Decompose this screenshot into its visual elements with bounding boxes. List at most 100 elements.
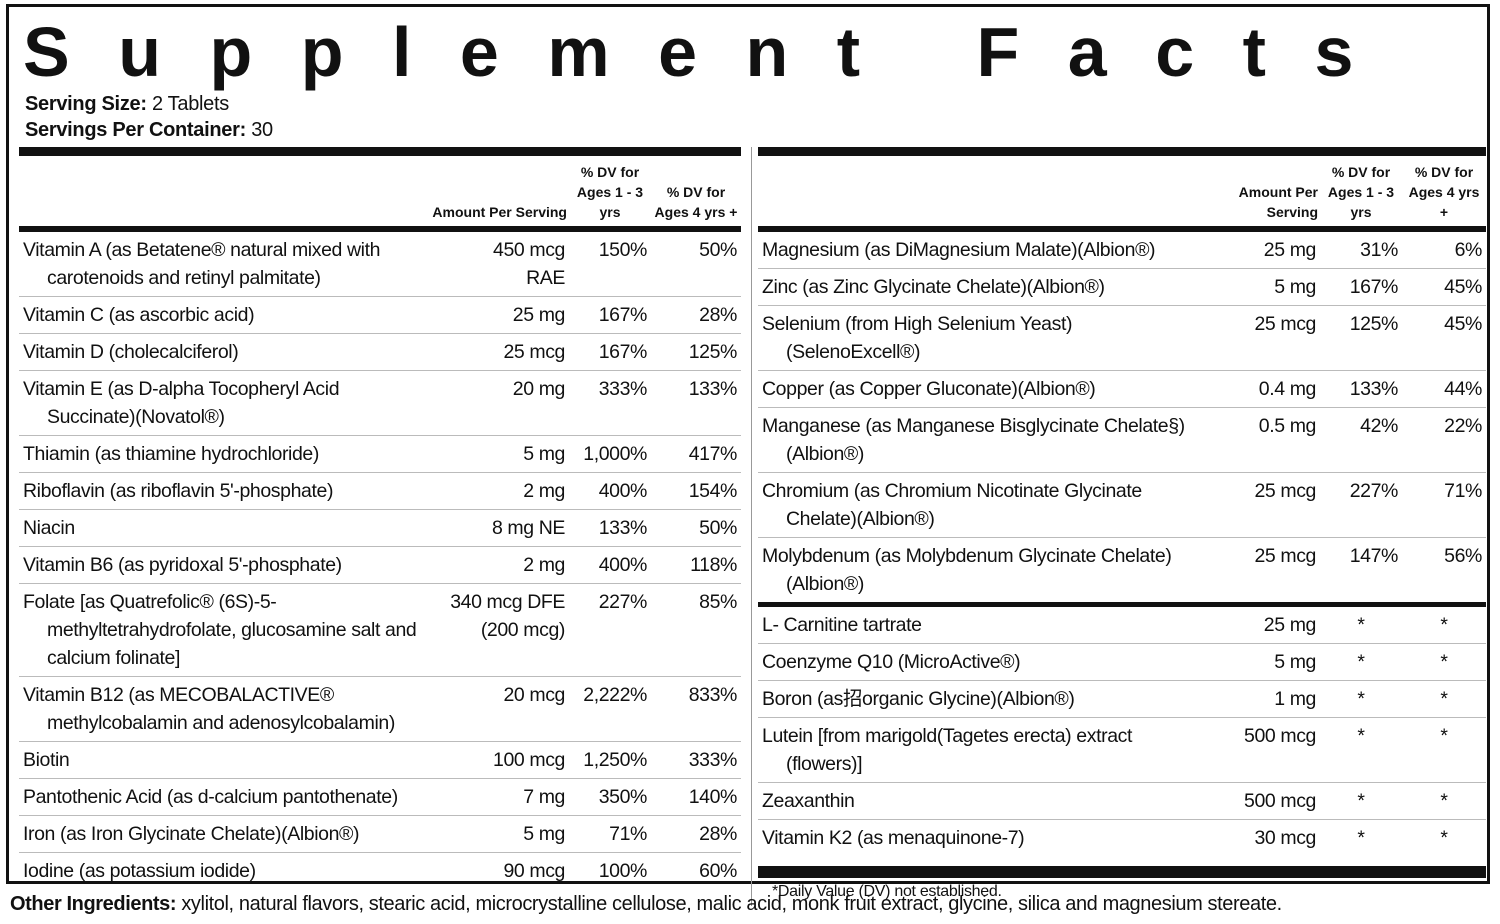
nutrient-row: Iron (as Iron Glycinate Chelate)(Albion®… <box>19 815 741 853</box>
dv-1-3: 31% <box>1320 229 1402 269</box>
amount: 25 mcg <box>1254 545 1316 567</box>
nutrient-row: Iodine (as potassium iodide) 90 mcg 100% 60… <box>19 853 741 890</box>
dv-1-3: 133% <box>569 509 651 547</box>
dv-4-plus: 6% <box>1402 229 1486 269</box>
nutrient-name: Vitamin A (as Betatene® natural mixed wi… <box>19 229 429 297</box>
right-column: Amount Per Serving% DV for Ages 1 - 3 yr… <box>751 147 1486 906</box>
nutrient-name: Lutein [from marigold(Tagetes erecta) ex… <box>758 717 1198 783</box>
amount: 1 mg <box>1198 680 1320 718</box>
nutrient-row: L- Carnitine tartrate 25 mg * * <box>758 604 1486 644</box>
dv-1-3: 167% <box>1320 268 1402 306</box>
dv-1-3: 227% <box>569 583 651 677</box>
nutrient-row: Zeaxanthin 500 mcg * * <box>758 782 1486 820</box>
dv-1-3: * <box>1320 717 1402 783</box>
nutrient-name: Boron (as招organic Glycine)(Albion®) <box>758 680 1198 718</box>
nutrient-row: Vitamin A (as Betatene® natural mixed wi… <box>19 229 741 297</box>
nutrient-name: Manganese (as Manganese Bisglycinate Che… <box>758 407 1198 473</box>
nutrient-row: Boron (as招organic Glycine)(Albion®) 1 mg *… <box>758 680 1486 718</box>
amount: 20 mg <box>429 370 569 436</box>
dv-4-plus: 60% <box>699 860 737 882</box>
nutrient-row: Thiamin (as thiamine hydrochloride) 5 mg 1… <box>19 435 741 473</box>
dv-4-plus: 22% <box>1402 407 1486 473</box>
dv-4-plus: 71% <box>1402 472 1486 538</box>
nutrient-row: Folate [as Quatrefolic® (6S)-5-methyltet… <box>19 583 741 677</box>
dv-4-plus: 154% <box>651 472 741 510</box>
dv-1-3: * <box>1320 604 1402 644</box>
dv-1-3: 400% <box>569 472 651 510</box>
dv-4-plus: 125% <box>651 333 741 371</box>
amount: 0.4 mg <box>1198 370 1320 408</box>
nutrient-name: Biotin <box>19 741 429 779</box>
nutrient-row: Pantothenic Acid (as d-calcium pantothen… <box>19 778 741 816</box>
amount: 5 mg <box>1198 643 1320 681</box>
amount: 25 mcg <box>1198 472 1320 538</box>
serving-size-label: Serving Size: <box>25 93 147 115</box>
dv-4-plus: 85% <box>651 583 741 677</box>
dv-1-3: 2,222% <box>569 676 651 742</box>
nutrient-row: Vitamin B6 (as pyridoxal 5'-phosphate) 2 … <box>19 546 741 584</box>
nutrient-name: Thiamin (as thiamine hydrochloride) <box>19 435 429 473</box>
dv-4-plus: 45% <box>1402 268 1486 306</box>
dv-1-3: 147% <box>1349 545 1399 567</box>
dv-4-plus: 56% <box>1444 545 1482 567</box>
dv-1-3: 227% <box>1320 472 1402 538</box>
amount: 25 mcg <box>429 333 569 371</box>
header-amount: Amount Per Serving <box>1238 184 1318 220</box>
title: Supplement Facts <box>23 13 1402 91</box>
nutrient-row: Biotin 100 mcg 1,250% 333% <box>19 741 741 779</box>
dv-4-plus: 44% <box>1402 370 1486 408</box>
amount: 5 mg <box>429 815 569 853</box>
dv-1-3: * <box>1320 643 1402 681</box>
nutrient-name: Pantothenic Acid (as d-calcium pantothen… <box>19 778 429 816</box>
amount: 2 mg <box>429 472 569 510</box>
nutrient-name: Folate [as Quatrefolic® (6S)-5-methyltet… <box>19 583 429 677</box>
nutrient-name: Zeaxanthin <box>758 782 1198 820</box>
nutrient-row: Vitamin E (as D-alpha Tocopheryl Acid Su… <box>19 370 741 436</box>
nutrient-table: L- Carnitine tartrate 25 mg * * Coenzyme Q10… <box>758 602 1486 856</box>
nutrient-row: Zinc (as Zinc Glycinate Chelate)(Albion®… <box>758 268 1486 306</box>
dv-1-3: 350% <box>569 778 651 816</box>
dv-1-3: 150% <box>569 229 651 297</box>
table-body: Vitamin A (as Betatene® natural mixed wi… <box>19 229 741 889</box>
nutrient-row: Vitamin C (as ascorbic acid) 25 mg 167% 28% <box>19 296 741 334</box>
nutrient-name: Chromium (as Chromium Nicotinate Glycina… <box>758 472 1198 538</box>
nutrient-row: Copper (as Copper Gluconate)(Albion®) 0.4… <box>758 370 1486 408</box>
dv-1-3: 100% <box>598 860 648 882</box>
nutrient-name: Magnesium (as DiMagnesium Malate)(Albion… <box>758 229 1198 269</box>
dv-1-3: 400% <box>569 546 651 584</box>
dv-4-plus: 133% <box>651 370 741 436</box>
header-dv1: % DV for Ages 1 - 3 yrs <box>576 164 644 220</box>
nutrient-name: Vitamin D (cholecalciferol) <box>19 333 429 371</box>
dv-4-plus: 50% <box>651 229 741 297</box>
nutrient-row: Molybdenum (as Molybdenum Glycinate Chel… <box>758 538 1486 603</box>
nutrient-table: Amount Per Serving% DV for Ages 1 - 3 yr… <box>758 147 1486 602</box>
footnote-bar <box>758 866 1486 878</box>
dv-1-3: 167% <box>569 333 651 371</box>
dv-4-plus: * <box>1402 782 1486 820</box>
dv-1-3: * <box>1320 680 1402 718</box>
header-dv2: % DV for Ages 4 yrs + <box>654 184 738 220</box>
nutrient-row: Vitamin B12 (as MECOBALACTIVE® methylcob… <box>19 676 741 742</box>
amount: 340 mcg DFE (200 mcg) <box>429 583 569 677</box>
dv-4-plus: * <box>1402 680 1486 718</box>
dv-1-3: 125% <box>1320 305 1402 371</box>
amount: 30 mcg <box>1254 827 1316 849</box>
nutrient-row: Selenium (from High Selenium Yeast)(Sele… <box>758 305 1486 371</box>
table-body: Magnesium (as DiMagnesium Malate)(Albion… <box>758 229 1486 602</box>
nutrient-row: Niacin 8 mg NE 133% 50% <box>19 509 741 547</box>
header-blank <box>758 152 1198 230</box>
table-header: Amount Per Serving % DV for Ages 1 - 3 yr… <box>19 151 741 230</box>
left-column: Amount Per Serving % DV for Ages 1 - 3 yr… <box>19 147 741 889</box>
nutrient-name: Molybdenum (as Molybdenum Glycinate Chel… <box>762 545 1172 595</box>
dv-4-plus: * <box>1402 604 1486 644</box>
nutrient-name: Coenzyme Q10 (MicroActive®) <box>758 643 1198 681</box>
amount: 5 mg <box>429 435 569 473</box>
dv-4-plus: 50% <box>651 509 741 547</box>
nutrient-name: Vitamin B6 (as pyridoxal 5'-phosphate) <box>19 546 429 584</box>
amount: 2 mg <box>429 546 569 584</box>
nutrient-row: Magnesium (as DiMagnesium Malate)(Albion… <box>758 229 1486 269</box>
amount: 25 mcg <box>1198 305 1320 371</box>
dv-4-plus: * <box>1440 827 1448 849</box>
nutrient-name: Riboflavin (as riboflavin 5'-phosphate) <box>19 472 429 510</box>
header-row: Amount Per Serving % DV for Ages 1 - 3 yr… <box>19 152 741 230</box>
